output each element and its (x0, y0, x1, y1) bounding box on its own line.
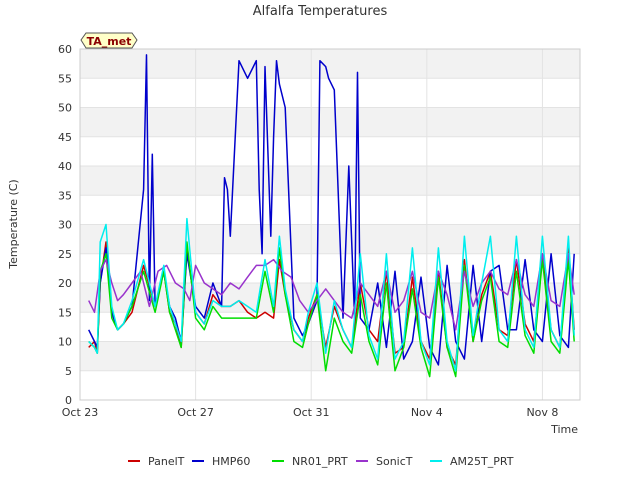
ta-met-badge: TA_met (80, 32, 138, 49)
y-tick-label: 10 (58, 336, 72, 349)
series-line-sonict (88, 253, 575, 331)
legend-item-hmp60: HMP60 (192, 455, 250, 468)
series-line-am25t-prt (88, 217, 575, 372)
legend-item-nr01-prt: NR01_PRT (272, 455, 348, 468)
legend-label: PanelT (148, 455, 185, 468)
legend: PanelT HMP60 NR01_PRT SonicT AM25T_PRT (128, 455, 514, 468)
y-tick-label: 55 (58, 72, 72, 85)
x-tick-label: Nov 8 (526, 406, 558, 419)
plot-bands (80, 49, 580, 371)
x-tick-label: Oct 27 (177, 406, 214, 419)
y-tick-label: 20 (58, 277, 72, 290)
legend-item-sonict: SonicT (356, 455, 413, 468)
plot-band (80, 166, 580, 196)
series-line-nr01-prt (88, 241, 575, 378)
chart-title: Alfalfa Temperatures (253, 4, 388, 19)
plot-band (80, 107, 580, 137)
y-tick-label: 50 (58, 102, 72, 115)
y-tick-label: 45 (58, 131, 72, 144)
plot-band (80, 49, 580, 79)
x-tick-label: Oct 31 (293, 406, 330, 419)
legend-item-panelt: PanelT (128, 455, 185, 468)
legend-item-am25t-prt: AM25T_PRT (430, 455, 514, 468)
x-tick-label: Oct 23 (62, 406, 99, 419)
y-ticks: 0 5 10 15 20 25 30 35 40 45 50 55 60 (58, 43, 72, 407)
legend-label: AM25T_PRT (450, 455, 514, 468)
y-tick-label: 40 (58, 160, 72, 173)
x-ticks: Oct 23 Oct 27 Oct 31 Nov 4 Nov 8 (62, 406, 559, 419)
y-tick-label: 15 (58, 306, 72, 319)
y-axis-label: Temperature (C) (7, 179, 20, 269)
plot-band (80, 224, 580, 254)
y-tick-label: 35 (58, 189, 72, 202)
plot-frame (79, 48, 581, 401)
ta-met-badge-label: TA_met (87, 35, 132, 48)
y-tick-label: 60 (58, 43, 72, 56)
y-tick-label: 5 (65, 365, 72, 378)
y-tick-label: 25 (58, 248, 72, 261)
x-axis-label: Time (550, 423, 578, 436)
x-tick-label: Nov 4 (411, 406, 443, 419)
legend-label: NR01_PRT (292, 455, 348, 468)
y-tick-label: 30 (58, 219, 72, 232)
series-lines (88, 54, 575, 378)
legend-label: HMP60 (212, 455, 250, 468)
y-tick-label: 0 (65, 394, 72, 407)
legend-label: SonicT (376, 455, 413, 468)
